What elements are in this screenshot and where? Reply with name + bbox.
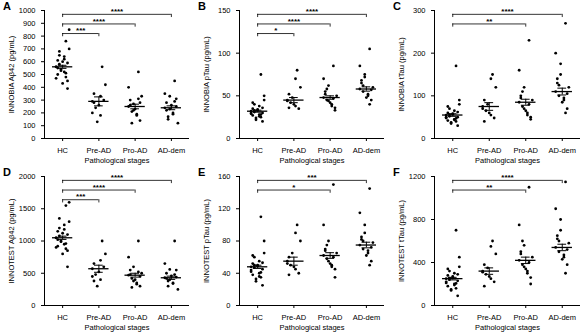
svg-text:Pre-AD: Pre-AD: [477, 313, 502, 322]
svg-text:AD-dem: AD-dem: [353, 313, 381, 322]
svg-text:****: ****: [111, 7, 124, 16]
svg-text:AD-dem: AD-dem: [548, 313, 576, 322]
svg-text:INNOTEST pTau (pg/mL): INNOTEST pTau (pg/mL): [202, 198, 211, 283]
svg-text:0: 0: [226, 134, 230, 143]
svg-text:HC: HC: [252, 313, 263, 322]
svg-text:0: 0: [421, 134, 425, 143]
svg-text:Pro-AD: Pro-AD: [318, 146, 343, 155]
html-text:D: D: [3, 166, 11, 178]
svg-text:HC: HC: [447, 313, 458, 322]
svg-text:150: 150: [218, 6, 231, 15]
svg-text:Pro-AD: Pro-AD: [318, 313, 343, 322]
svg-text:800: 800: [413, 215, 426, 224]
svg-text:0: 0: [226, 301, 230, 310]
svg-text:INNOBIA tTau (pg/mL): INNOBIA tTau (pg/mL): [397, 37, 406, 112]
svg-text:****: ****: [111, 173, 124, 182]
svg-text:100: 100: [23, 121, 36, 130]
svg-text:****: ****: [501, 173, 514, 182]
html-text:F: F: [393, 166, 400, 178]
svg-text:Pro-AD: Pro-AD: [513, 146, 538, 155]
svg-text:INNOBIA Aβ42 (pg/mL): INNOBIA Aβ42 (pg/mL): [7, 35, 16, 113]
svg-text:***: ***: [307, 173, 317, 182]
svg-text:Pathological stages: Pathological stages: [84, 323, 149, 332]
svg-text:Pre-AD: Pre-AD: [282, 313, 307, 322]
svg-text:0: 0: [31, 301, 35, 310]
svg-text:Pathological stages: Pathological stages: [279, 156, 344, 165]
svg-text:120: 120: [218, 204, 231, 213]
svg-text:**: **: [486, 17, 493, 26]
svg-text:Pre-AD: Pre-AD: [477, 146, 502, 155]
svg-text:Pro-AD: Pro-AD: [513, 313, 538, 322]
svg-text:Pro-AD: Pro-AD: [123, 146, 148, 155]
html-text:A: A: [3, 0, 11, 12]
svg-text:40: 40: [222, 269, 230, 278]
svg-text:Pathological stages: Pathological stages: [84, 156, 149, 165]
html-text:E: E: [198, 166, 206, 178]
svg-text:500: 500: [23, 269, 36, 278]
svg-text:700: 700: [23, 44, 36, 53]
svg-text:160: 160: [218, 172, 231, 181]
svg-text:INNOBIA pTau (pg/mL): INNOBIA pTau (pg/mL): [202, 36, 211, 113]
svg-text:1000: 1000: [19, 6, 36, 15]
html-text:B: B: [198, 0, 206, 12]
svg-text:600: 600: [23, 57, 36, 66]
svg-text:400: 400: [23, 83, 36, 92]
svg-text:Pro-AD: Pro-AD: [123, 313, 148, 322]
svg-text:INNOTEST Aβ42 (pg/mL): INNOTEST Aβ42 (pg/mL): [7, 198, 16, 284]
svg-text:Pathological stages: Pathological stages: [475, 156, 540, 165]
svg-text:HC: HC: [447, 146, 458, 155]
svg-text:****: ****: [306, 7, 319, 16]
svg-text:****: ****: [288, 17, 301, 26]
svg-text:AD-dem: AD-dem: [353, 146, 381, 155]
svg-text:Pathological stages: Pathological stages: [279, 323, 344, 332]
svg-text:HC: HC: [57, 146, 68, 155]
svg-text:*: *: [274, 26, 278, 35]
svg-text:900: 900: [23, 19, 36, 28]
svg-text:2000: 2000: [19, 172, 36, 181]
html-text:C: C: [393, 0, 401, 12]
svg-text:1200: 1200: [409, 172, 426, 181]
svg-text:HC: HC: [57, 313, 68, 322]
svg-text:300: 300: [23, 96, 36, 105]
svg-text:200: 200: [23, 108, 36, 117]
svg-text:400: 400: [413, 258, 426, 267]
svg-text:Pre-AD: Pre-AD: [282, 146, 307, 155]
svg-text:INNOTEST tTau (pg/mL): INNOTEST tTau (pg/mL): [397, 200, 406, 282]
svg-text:Pathological stages: Pathological stages: [475, 323, 540, 332]
svg-text:1000: 1000: [19, 236, 36, 245]
svg-text:**: **: [486, 183, 493, 192]
svg-text:50: 50: [222, 91, 230, 100]
svg-text:AD-dem: AD-dem: [548, 146, 576, 155]
svg-text:***: ***: [76, 26, 86, 35]
svg-text:HC: HC: [252, 146, 263, 155]
svg-text:100: 100: [218, 49, 231, 58]
svg-text:****: ****: [93, 17, 106, 26]
svg-text:****: ****: [93, 183, 106, 192]
svg-text:***: ***: [76, 192, 86, 201]
svg-text:Pre-AD: Pre-AD: [87, 313, 112, 322]
svg-text:200: 200: [413, 49, 426, 58]
svg-text:AD-dem: AD-dem: [158, 146, 186, 155]
svg-text:300: 300: [413, 6, 426, 15]
svg-text:AD-dem: AD-dem: [158, 313, 186, 322]
svg-text:****: ****: [501, 7, 514, 16]
svg-text:Pre-AD: Pre-AD: [87, 146, 112, 155]
svg-text:80: 80: [222, 236, 230, 245]
svg-text:*: *: [292, 183, 296, 192]
svg-text:0: 0: [421, 301, 425, 310]
svg-text:1500: 1500: [19, 204, 36, 213]
svg-text:500: 500: [23, 70, 36, 79]
svg-text:0: 0: [31, 134, 35, 143]
svg-text:100: 100: [413, 91, 426, 100]
svg-text:800: 800: [23, 31, 36, 40]
